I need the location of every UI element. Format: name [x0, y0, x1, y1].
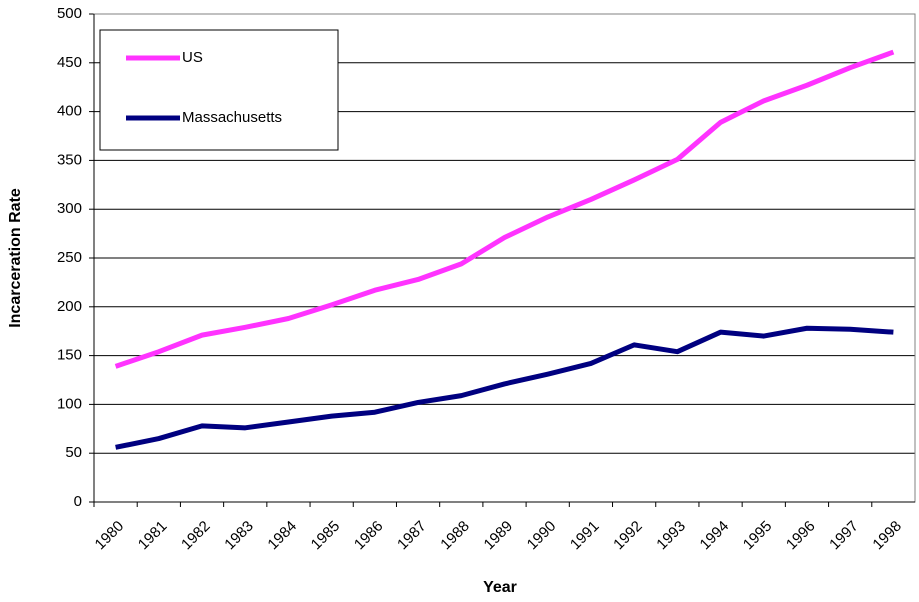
y-tick-label: 400: [57, 103, 82, 120]
x-tick-label: 1989: [481, 518, 517, 554]
y-tick-label: 350: [57, 151, 82, 168]
legend-label: US: [182, 49, 203, 66]
x-tick-label: 1994: [697, 518, 733, 554]
y-tick-label: 50: [65, 444, 82, 461]
x-tick-label: 1987: [394, 518, 430, 554]
y-tick-label: 450: [57, 54, 82, 71]
x-tick-label: 1984: [264, 518, 300, 554]
y-tick-label: 250: [57, 249, 82, 266]
legend: US Massachusetts: [99, 29, 339, 151]
y-tick-label: 100: [57, 395, 82, 412]
y-tick-label: 150: [57, 347, 82, 364]
y-tick-label: 500: [57, 5, 82, 22]
x-tick-label: 1982: [178, 518, 214, 554]
x-tick-label: 1986: [351, 518, 387, 554]
x-axis-title: Year: [483, 579, 517, 596]
y-tick-label: 200: [57, 298, 82, 315]
x-tick-label: 1998: [869, 518, 905, 554]
x-tick-label: 1997: [826, 518, 862, 554]
y-axis-title: Incarceration Rate: [7, 188, 24, 328]
series-line: [114, 49, 895, 369]
x-tick-label: 1991: [567, 518, 603, 554]
y-tick-label: 300: [57, 200, 82, 217]
y-tick-label: 0: [74, 493, 82, 510]
x-tick-label: 1985: [308, 518, 344, 554]
x-tick-label: 1993: [653, 518, 689, 554]
x-tick-label: 1983: [221, 518, 257, 554]
x-tick-label: 1980: [92, 518, 128, 554]
x-tick-label: 1988: [437, 518, 473, 554]
x-tick-label: 1992: [610, 518, 646, 554]
x-tick-label: 1995: [740, 518, 776, 554]
legend-label: Massachusetts: [182, 109, 282, 126]
series-line: [115, 325, 894, 450]
x-tick-label: 1981: [135, 518, 171, 554]
legend-box: [99, 29, 339, 151]
x-tick-label: 1990: [524, 518, 560, 554]
x-tick-label: 1996: [783, 518, 819, 554]
